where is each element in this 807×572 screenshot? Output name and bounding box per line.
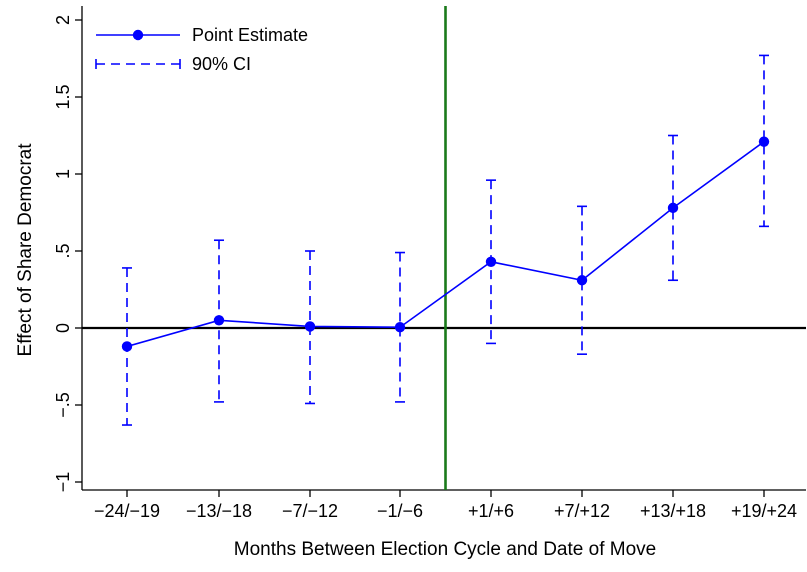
y-axis-title: Effect of Share Democrat — [15, 143, 36, 357]
y-tick-label: −.5 — [53, 392, 73, 418]
x-tick-label: −7/−12 — [282, 501, 338, 521]
y-tick-label: 1 — [53, 169, 73, 179]
x-tick-label: −24/−19 — [94, 501, 160, 521]
x-tick-label: −1/−6 — [377, 501, 423, 521]
data-point — [758, 136, 770, 147]
x-tick-label: +19/+24 — [731, 501, 797, 521]
plot-frame — [81, 6, 806, 491]
data-point — [394, 322, 406, 333]
y-tick-label: 0 — [53, 323, 73, 333]
legend: Point Estimate 90% CI — [95, 25, 308, 74]
legend-label-point: Point Estimate — [192, 25, 308, 45]
legend-label-ci: 90% CI — [192, 54, 251, 74]
series-line — [126, 141, 765, 348]
y-tick-label: 2 — [53, 15, 73, 25]
data-point — [576, 275, 588, 286]
series — [121, 136, 770, 352]
data-point — [667, 202, 679, 214]
y-tick-label: 1.5 — [53, 84, 73, 109]
x-tick-label: −13/−18 — [186, 501, 252, 521]
y-tick-label: −1 — [53, 472, 73, 493]
data-point — [121, 341, 133, 352]
data-point — [213, 315, 225, 326]
data-point — [485, 256, 497, 267]
y-axis: −1 −.5 0 .5 1 1.5 2 — [53, 15, 82, 492]
legend-point-marker — [132, 29, 144, 41]
y-tick-label: .5 — [53, 243, 73, 258]
reference-lines — [82, 6, 806, 490]
data-point — [304, 321, 316, 332]
x-tick-label: +7/+12 — [554, 501, 610, 521]
x-tick-label: +13/+18 — [640, 501, 706, 521]
x-tick-label: +1/+6 — [468, 501, 514, 521]
x-axis-title: Months Between Election Cycle and Date o… — [234, 539, 656, 560]
x-axis: −24/−19 −13/−18 −7/−12 −1/−6 +1/+6 +7/+12 +13/… — [94, 490, 797, 521]
